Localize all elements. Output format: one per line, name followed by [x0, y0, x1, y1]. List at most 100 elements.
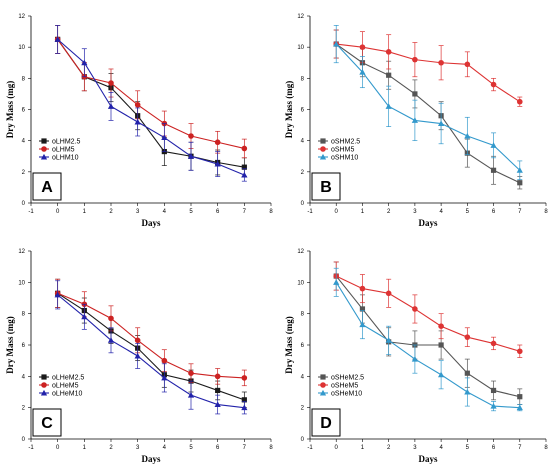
x-tick-label: 1	[83, 445, 87, 451]
x-tick-label: 5	[189, 209, 193, 215]
data-point-triangle	[241, 404, 248, 411]
x-axis-label: Days	[141, 454, 160, 464]
data-point-triangle	[54, 291, 61, 298]
legend-entry: oSHeM10	[318, 389, 362, 398]
data-point-triangle	[516, 404, 523, 411]
data-point-circle	[214, 139, 221, 146]
y-tick-label: 12	[297, 249, 304, 255]
data-point-square	[241, 397, 247, 403]
x-tick-label: 8	[269, 445, 273, 451]
x-tick-label: 1	[361, 209, 365, 215]
x-tick-label: 7	[243, 445, 247, 451]
data-point-circle	[438, 323, 444, 330]
x-tick-label: 7	[243, 209, 247, 215]
legend-label: oLHeM5	[52, 383, 79, 390]
y-tick-label: 6	[22, 343, 26, 349]
y-tick-label: 2	[22, 406, 26, 412]
x-tick-label: 8	[544, 445, 548, 451]
series-oSHM10	[333, 25, 523, 180]
legend-marker-square	[41, 138, 47, 144]
x-tick-label: 0	[56, 445, 60, 451]
legend-label: oSHM10	[331, 155, 358, 162]
series-oSHeM2.5	[333, 261, 523, 405]
series-oSHM2.5	[333, 29, 523, 190]
data-point-square	[241, 164, 247, 170]
y-tick-label: 12	[18, 14, 25, 20]
x-tick-label: 6	[492, 445, 496, 451]
legend-label: oLHM5	[52, 147, 75, 154]
series-oLHM2.5	[55, 25, 247, 177]
series-line	[57, 39, 245, 149]
y-tick-label: 2	[22, 170, 26, 176]
legend-label: oSHeM5	[331, 383, 358, 390]
series-line	[57, 39, 245, 168]
data-point-triangle	[437, 120, 445, 127]
data-point-circle	[214, 373, 221, 380]
x-tick-label: 4	[163, 209, 167, 215]
data-point-triangle	[490, 142, 497, 148]
panel-label-box	[311, 172, 341, 201]
data-point-triangle	[333, 279, 340, 285]
x-tick-label: -1	[307, 209, 313, 215]
data-point-circle	[161, 357, 168, 364]
legend-label: oLHM2.5	[52, 139, 81, 146]
x-tick-label: 6	[492, 209, 496, 215]
data-point-square	[517, 394, 523, 400]
y-tick-label: 8	[301, 76, 305, 82]
legend-entry: oLHeM2.5	[39, 374, 84, 382]
x-tick-label: 6	[216, 209, 220, 215]
series-line	[335, 43, 521, 184]
legend-entry: oLHM5	[39, 146, 75, 154]
x-tick-label: 4	[439, 445, 443, 451]
legend-marker-square	[41, 374, 47, 380]
panel-label-box	[32, 172, 62, 201]
y-tick-label: 2	[301, 406, 305, 412]
data-point-triangle	[241, 171, 248, 178]
data-point-circle	[464, 334, 471, 340]
x-axis-label: Days	[141, 218, 160, 228]
y-tick-label: 10	[297, 45, 304, 51]
x-tick-label: 5	[466, 209, 470, 215]
y-axis-label: Dry Mass (mg)	[284, 81, 294, 139]
series-line	[57, 38, 245, 176]
data-point-triangle	[187, 153, 195, 159]
x-tick-label: 1	[361, 445, 365, 451]
data-point-square	[215, 387, 221, 394]
series-oLHM5	[54, 25, 248, 159]
legend-entry: oSHM2.5	[318, 138, 360, 146]
data-point-circle	[385, 49, 392, 55]
y-tick-label: 6	[301, 108, 305, 114]
data-point-square	[438, 342, 444, 348]
data-point-square	[490, 387, 497, 394]
data-point-circle	[241, 145, 248, 152]
y-tick-label: 8	[301, 312, 305, 318]
y-tick-label: 6	[22, 108, 26, 114]
data-point-triangle	[187, 392, 195, 398]
data-point-circle	[241, 375, 248, 381]
data-point-triangle	[437, 371, 445, 378]
y-tick-label: 12	[18, 249, 25, 255]
y-axis-label: Dry Mass (mg)	[284, 316, 294, 374]
data-point-circle	[438, 59, 444, 66]
data-point-triangle	[134, 118, 141, 125]
x-tick-label: -1	[28, 445, 34, 451]
x-tick-label: 7	[518, 445, 522, 451]
x-tick-label: 8	[544, 209, 548, 215]
series-line	[335, 275, 520, 352]
data-point-circle	[516, 98, 523, 105]
x-tick-label: 3	[136, 445, 140, 451]
data-point-triangle	[161, 374, 168, 381]
data-point-circle	[490, 81, 497, 88]
y-axis-label: Dry Mass (mg)	[5, 316, 15, 374]
legend-entry: oLHeM5	[39, 382, 79, 390]
legend-entry: oLHM2.5	[39, 138, 81, 146]
data-point-triangle	[385, 103, 392, 109]
series-oLHM10	[54, 25, 248, 182]
data-point-circle	[134, 102, 141, 108]
x-tick-label: 2	[387, 445, 391, 451]
legend-marker-square	[320, 138, 326, 144]
data-point-triangle	[54, 36, 61, 42]
x-tick-label: 2	[387, 209, 391, 215]
